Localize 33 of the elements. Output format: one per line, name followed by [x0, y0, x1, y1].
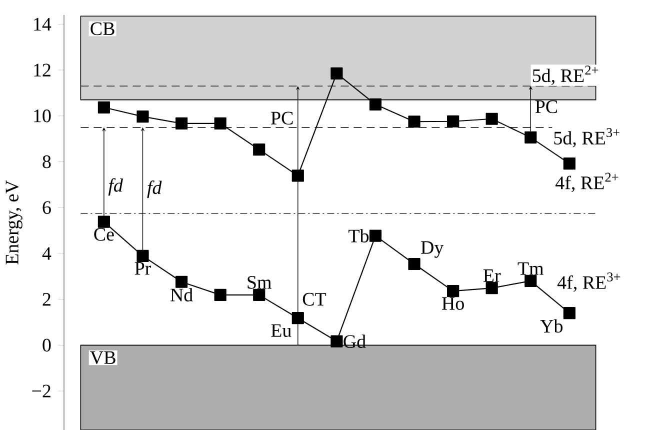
annotation: fd [147, 180, 162, 198]
y-axis-title: Energy, eV [6, 180, 22, 264]
y-tick-label: 6 [42, 201, 51, 214]
x-tick-label: Tm [518, 262, 544, 275]
ref-line-label: 5d, RE$^{2+}$ [532, 66, 598, 85]
annotation: CT [302, 292, 326, 306]
x-tick-label: Sm [248, 276, 272, 289]
band-label: CB [90, 22, 114, 36]
y-tick-label: 4 [42, 247, 52, 260]
y-tick-label: 14 [34, 18, 52, 30]
ref-line-label: 5d, RE$^{3+}$ [554, 128, 620, 148]
x-tick-label: Ho [442, 297, 464, 310]
band-label: VB [90, 351, 116, 364]
y-tick-label: 12 [34, 64, 50, 76]
y-tick-label: 0 [42, 338, 51, 352]
x-tick-label: Ce [94, 228, 114, 241]
series-label: 4f, RE$^{3+}$ [557, 272, 620, 292]
x-tick-label: Er [483, 269, 501, 282]
x-tick-label: Nd [170, 288, 193, 302]
series-label: 4f, RE$^{2+}$ [555, 172, 618, 192]
y-tick-label: 2 [42, 293, 50, 306]
annotation: PC [535, 100, 558, 114]
x-tick-label: Pr [134, 262, 152, 275]
annotation: fd [108, 178, 123, 196]
x-tick-label: Tb [348, 229, 369, 242]
y-tick-label: −2 [32, 384, 50, 398]
y-tick-label: 8 [42, 155, 51, 168]
x-tick-label: Eu [271, 324, 292, 337]
x-tick-label: Dy [421, 241, 444, 258]
x-tick-label: Gd [344, 334, 366, 348]
y-tick-label: 10 [34, 109, 51, 122]
annotation: PC [271, 112, 293, 125]
x-tick-label: Yb [540, 319, 563, 333]
